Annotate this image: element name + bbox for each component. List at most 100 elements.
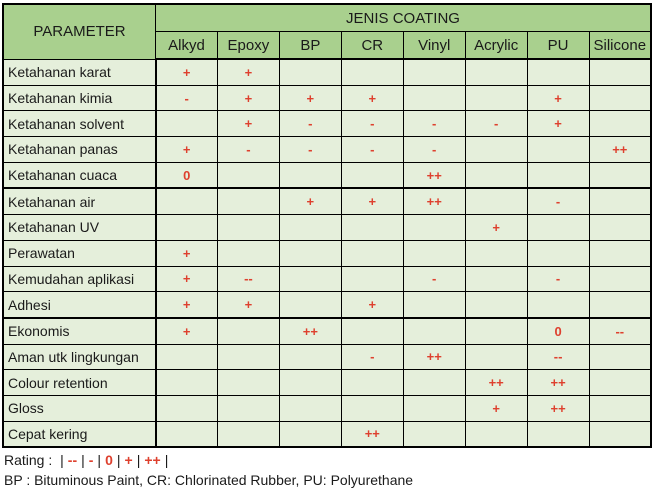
rating-cell — [278, 369, 342, 396]
column-header: CR — [340, 31, 404, 60]
rating-symbol: ++ — [144, 452, 161, 469]
rating-cell — [588, 84, 652, 112]
table-row: Perawatan + — [2, 239, 652, 267]
rating-cell — [278, 265, 342, 293]
rating-cell: + — [526, 110, 590, 138]
column-header: BP — [278, 31, 342, 60]
rating-cell: + — [155, 317, 218, 345]
rating-cell — [588, 420, 652, 448]
rating-cell — [526, 161, 590, 190]
rating-cell — [588, 291, 652, 319]
rating-legend-label: Rating : — [4, 452, 53, 469]
column-header: Epoxy — [216, 31, 280, 60]
parameter-label: Ketahanan panas — [2, 136, 157, 163]
table-header: PARAMETER JENIS COATING Alkyd Epoxy BP CR Vi… — [2, 3, 652, 60]
rating-cell — [278, 394, 342, 422]
column-header: Silicone — [588, 31, 652, 60]
legend-separator: | — [60, 452, 64, 469]
parameter-label: Colour retention — [2, 369, 157, 396]
rating-cell — [216, 420, 280, 448]
rating-cell — [588, 214, 652, 241]
parameter-label: Ketahanan kimia — [2, 84, 157, 112]
rating-cell — [402, 317, 466, 345]
table-row: Adhesi + + + — [2, 291, 652, 319]
column-header: Acrylic — [464, 31, 528, 60]
rating-cell — [278, 161, 342, 190]
rating-cell: + — [155, 58, 218, 86]
rating-cell: - — [464, 110, 528, 138]
rating-symbol: + — [124, 452, 133, 469]
rating-cell — [278, 58, 342, 86]
rating-cell: + — [278, 187, 342, 216]
rating-cell: ++ — [402, 343, 466, 371]
rating-cell — [402, 394, 466, 422]
rating-cell — [278, 343, 342, 371]
rating-cell: + — [155, 136, 218, 163]
rating-cell — [402, 291, 466, 319]
rating-cell — [340, 394, 404, 422]
rating-cell — [278, 214, 342, 241]
parameter-label: Cepat kering — [2, 420, 157, 448]
legend-separator: | — [81, 452, 85, 469]
rating-cell — [340, 239, 404, 267]
table-row: Aman utk lingkungan - ++ -- — [2, 343, 652, 371]
rating-cell: ++ — [402, 187, 466, 216]
rating-cell: ++ — [526, 394, 590, 422]
parameter-label: Aman utk lingkungan — [2, 343, 157, 371]
rating-cell — [155, 110, 218, 138]
rating-cell — [588, 161, 652, 190]
legend-separator: | — [97, 452, 102, 469]
column-header: Vinyl — [402, 31, 466, 60]
rating-cell — [216, 239, 280, 267]
rating-cell — [464, 84, 528, 112]
rating-cell — [588, 58, 652, 86]
rating-cell — [526, 291, 590, 319]
rating-cell — [340, 161, 404, 190]
parameter-label: Adhesi — [2, 291, 157, 319]
rating-cell: -- — [216, 265, 280, 293]
rating-symbol: - — [88, 452, 94, 469]
table-row: Kemudahan aplikasi + -- - - — [2, 265, 652, 293]
rating-cell: - — [216, 136, 280, 163]
rating-symbol: 0 — [105, 452, 113, 469]
rating-cell — [340, 317, 404, 345]
parameter-label: Ketahanan solvent — [2, 110, 157, 138]
rating-cell: -- — [526, 343, 590, 371]
table-row: Ketahanan air + + ++ - — [2, 187, 652, 216]
rating-cell — [588, 369, 652, 396]
table-row: Ketahanan karat + + — [2, 58, 652, 86]
column-header: Alkyd — [155, 31, 218, 60]
rating-cell — [155, 343, 218, 371]
rating-cell — [588, 187, 652, 216]
rating-cell — [464, 161, 528, 190]
rating-cell — [216, 317, 280, 345]
rating-cell — [216, 187, 280, 216]
legend-separator: | — [136, 452, 141, 469]
rating-cell — [278, 239, 342, 267]
rating-cell: + — [278, 84, 342, 112]
rating-cell: - — [402, 265, 466, 293]
rating-cell — [588, 239, 652, 267]
rating-cell — [464, 317, 528, 345]
legend-separator: | — [164, 452, 169, 469]
parameter-label: Ketahanan air — [2, 187, 157, 216]
rating-cell: ++ — [588, 136, 652, 163]
rating-cell — [155, 394, 218, 422]
rating-cell — [526, 136, 590, 163]
rating-cell — [464, 265, 528, 293]
rating-cell: + — [216, 110, 280, 138]
rating-cell: + — [155, 265, 218, 293]
table-row: Ketahanan solvent + - - - - + — [2, 110, 652, 138]
table-row: Ketahanan UV + — [2, 214, 652, 241]
parameter-label: Gloss — [2, 394, 157, 422]
column-header-row: Alkyd Epoxy BP CR Vinyl Acrylic PU Silicone — [3, 31, 652, 60]
rating-cell: ++ — [278, 317, 342, 345]
rating-cell — [155, 369, 218, 396]
rating-cell: ++ — [402, 161, 466, 190]
rating-cell: + — [464, 394, 528, 422]
table-row: Ketahanan panas + - - - - ++ — [2, 136, 652, 163]
parameter-label: Ekonomis — [2, 317, 157, 345]
table-row: Gloss + ++ — [2, 394, 652, 422]
rating-cell: + — [216, 58, 280, 86]
rating-cell — [278, 420, 342, 448]
